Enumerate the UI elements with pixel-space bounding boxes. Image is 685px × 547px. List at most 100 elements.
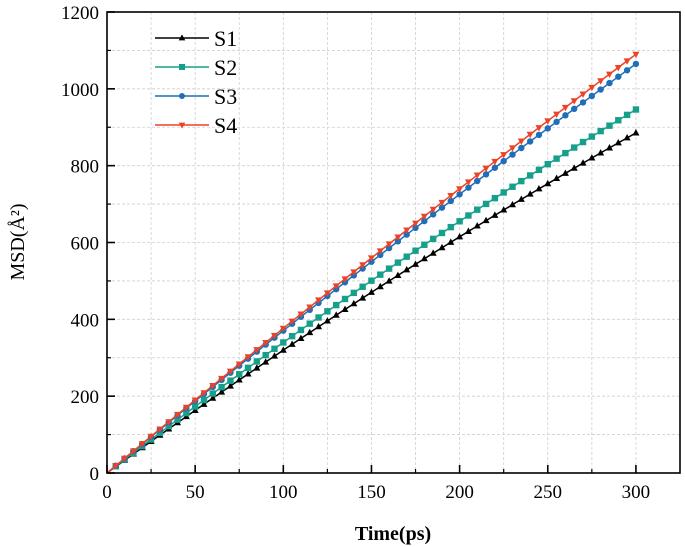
data-point-S4: [112, 463, 120, 470]
data-point-S4: [420, 213, 428, 221]
x-tick-label: 100: [269, 482, 298, 503]
x-tick-label: 50: [186, 482, 205, 503]
data-point-S4: [226, 368, 234, 376]
data-point-S2: [491, 194, 499, 202]
data-point-S4: [464, 179, 472, 186]
data-point-S3: [579, 99, 587, 106]
data-point-S1: [359, 294, 367, 301]
data-point-S2: [447, 223, 454, 231]
data-point-S4: [350, 269, 358, 276]
data-point-S1: [394, 271, 402, 278]
data-point-S3: [623, 67, 631, 74]
data-point-S2: [165, 423, 172, 430]
data-point-S1: [226, 382, 234, 389]
data-point-S1: [297, 334, 305, 341]
data-point-S2: [482, 200, 490, 208]
data-point-S1: [262, 358, 270, 365]
data-point-S2: [403, 253, 410, 260]
data-point-S1: [632, 129, 640, 136]
data-point-S2: [535, 166, 543, 174]
data-point-S4: [429, 206, 437, 214]
data-point-S2: [465, 212, 472, 219]
data-point-S4: [191, 397, 199, 404]
series-S4: [106, 51, 640, 474]
data-point-S4: [588, 84, 596, 92]
data-point-S4: [270, 332, 279, 340]
data-point-S1: [526, 190, 534, 197]
data-point-S2: [236, 371, 243, 378]
data-point-S2: [456, 218, 463, 225]
data-point-S4: [614, 64, 622, 72]
data-point-S2: [174, 416, 181, 423]
data-point-S1: [447, 238, 455, 245]
data-point-S2: [509, 183, 516, 190]
data-point-S2: [562, 149, 569, 157]
data-point-S1: [306, 328, 314, 336]
data-point-S4: [570, 98, 578, 105]
data-point-S2: [579, 138, 587, 146]
data-point-S2: [421, 241, 428, 248]
data-point-S1: [429, 249, 437, 256]
data-point-S4: [121, 455, 129, 463]
data-point-S4: [376, 248, 384, 255]
data-point-S4: [174, 411, 182, 419]
data-point-S3: [394, 238, 402, 245]
data-point-S4: [200, 390, 208, 397]
data-point-S2: [209, 390, 216, 397]
data-point-S3: [588, 92, 596, 100]
data-point-S4: [297, 311, 305, 318]
data-point-S1: [553, 174, 561, 182]
data-point-S4: [279, 325, 287, 333]
data-point-S2: [623, 111, 631, 119]
data-point-S2: [377, 271, 384, 278]
data-point-S4: [482, 165, 490, 173]
data-point-S1: [588, 154, 596, 161]
data-point-S3: [597, 86, 604, 93]
data-point-S4: [332, 283, 340, 290]
legend-label-S2: S2: [214, 55, 237, 80]
data-point-S4: [447, 193, 455, 200]
data-point-S4: [535, 125, 543, 132]
data-point-S2: [615, 117, 622, 124]
data-point-S3: [403, 231, 410, 238]
data-point-S2: [324, 308, 331, 315]
data-point-S2: [385, 265, 393, 272]
data-point-S2: [606, 122, 613, 129]
data-point-S2: [262, 351, 269, 359]
data-point-S4: [288, 318, 296, 326]
legend-marker-S2: [179, 64, 185, 70]
data-point-S2: [280, 339, 287, 346]
data-point-S1: [341, 305, 349, 312]
data-point-S1: [200, 400, 208, 407]
data-point-S4: [306, 304, 314, 311]
data-point-S1: [332, 311, 340, 318]
data-point-S2: [297, 326, 305, 334]
data-point-S2: [253, 358, 261, 365]
legend-marker-S1: [178, 34, 186, 41]
data-point-S1: [270, 352, 279, 359]
data-point-S2: [597, 127, 604, 135]
data-point-S4: [262, 339, 270, 347]
data-point-S4: [218, 375, 226, 383]
legend-label-S1: S1: [214, 26, 237, 51]
data-point-S4: [147, 433, 155, 441]
data-point-S2: [200, 396, 208, 404]
data-point-S3: [526, 138, 534, 145]
data-point-S2: [244, 364, 252, 372]
data-point-S1: [482, 216, 490, 224]
data-point-S2: [632, 106, 640, 113]
data-point-S1: [412, 260, 420, 267]
y-tick-label: 200: [71, 387, 100, 408]
data-point-S1: [473, 222, 481, 229]
data-point-S3: [429, 211, 437, 218]
data-point-S4: [632, 51, 640, 59]
axes: 0 50 100 150 200 250 300 0 200 400 600 800 1000 1200: [61, 3, 681, 503]
data-point-S1: [491, 211, 499, 218]
data-point-S4: [605, 71, 613, 78]
data-point-S3: [421, 217, 428, 225]
data-point-S2: [271, 345, 278, 352]
data-point-S3: [535, 131, 543, 139]
data-point-S2: [518, 177, 525, 185]
y-tick-label: 600: [71, 234, 100, 255]
data-point-S2: [429, 235, 437, 243]
